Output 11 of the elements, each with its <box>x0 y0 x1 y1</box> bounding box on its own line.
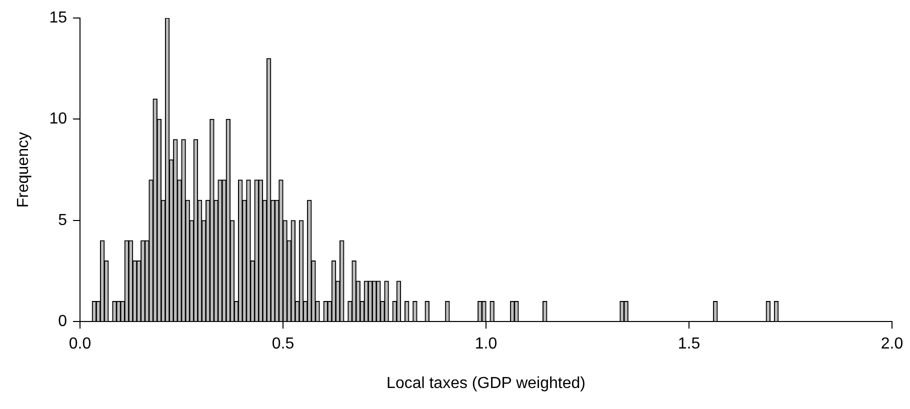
x-tick-label: 1.0 <box>474 336 498 353</box>
x-tick-label: 2.0 <box>880 336 904 353</box>
y-axis-title: Frequency <box>15 132 32 208</box>
y-tick-label: 10 <box>49 110 68 128</box>
y-tick-label: 5 <box>58 212 68 229</box>
y-tick-label: 15 <box>49 9 68 26</box>
y-tick-label: 0 <box>58 313 68 330</box>
x-tick-label: 0.5 <box>272 336 294 353</box>
x-tick-label: 0.0 <box>68 336 92 353</box>
x-axis-title: Local taxes (GDP weighted) <box>386 374 586 392</box>
x-tick-label: 1.5 <box>678 336 700 353</box>
